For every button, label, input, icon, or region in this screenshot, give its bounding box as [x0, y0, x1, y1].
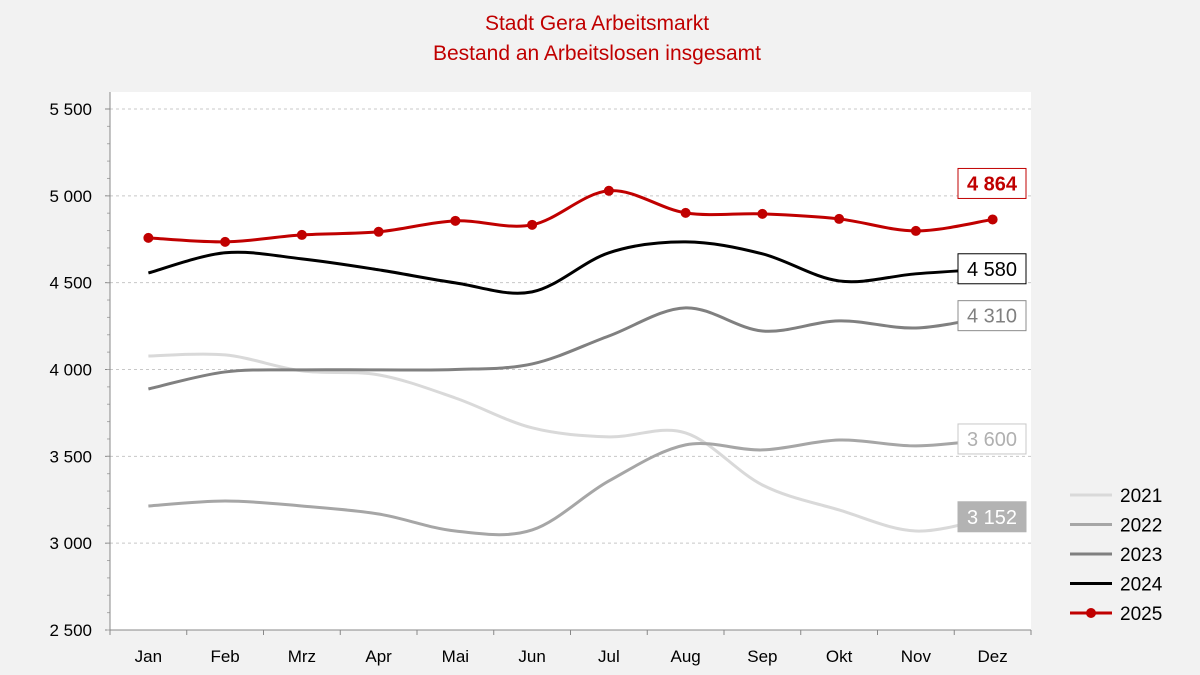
x-tick-label: Jan	[135, 647, 162, 666]
series-line-2023	[148, 306, 993, 391]
plot-area	[110, 92, 1031, 630]
end-label-box-2022	[957, 423, 1027, 455]
x-tick-label: Aug	[671, 647, 701, 666]
x-tick-label: Mrz	[288, 647, 316, 666]
end-label-2022: 3 600	[967, 429, 1017, 451]
x-tick-label: Mai	[442, 647, 469, 666]
x-tick-label: Jun	[518, 647, 545, 666]
end-label-box-2025	[957, 167, 1027, 199]
y-tick-label: 5 500	[49, 100, 92, 119]
data-point-2025	[603, 185, 614, 196]
data-point-2025	[680, 207, 691, 218]
y-tick-label: 3 000	[49, 534, 92, 553]
legend-label-2023: 2023	[1120, 545, 1162, 566]
data-point-2025	[987, 214, 998, 225]
y-tick-label: 4 500	[49, 274, 92, 293]
x-tick-label: Nov	[901, 647, 932, 666]
y-tick-label: 2 500	[49, 621, 92, 640]
legend-label-2021: 2021	[1120, 486, 1162, 507]
series-line-2024	[147, 240, 993, 295]
end-label-2021: 3 152	[967, 507, 1017, 529]
x-tick-label: Sep	[747, 647, 777, 666]
x-tick-label: Feb	[210, 647, 239, 666]
end-label-2023: 4 310	[967, 306, 1017, 328]
data-point-2025	[296, 229, 307, 240]
end-label-box-2023	[957, 300, 1027, 332]
data-point-2025	[373, 226, 384, 237]
series-line-2022	[148, 437, 993, 537]
y-tick-label: 3 500	[49, 447, 92, 466]
legend-label-2022: 2022	[1120, 516, 1162, 537]
chart-title-line-1: Stadt Gera Arbeitsmarkt	[485, 12, 709, 35]
chart-title-line-2: Bestand an Arbeitslosen insgesamt	[433, 42, 761, 65]
data-point-2025	[910, 225, 921, 236]
y-tick-label: 5 000	[49, 187, 92, 206]
legend-marker-2025	[1086, 608, 1096, 618]
end-label-box-2021	[957, 501, 1027, 533]
data-point-2025	[220, 236, 231, 247]
data-point-2025	[834, 213, 845, 224]
legend-label-2024: 2024	[1120, 575, 1163, 596]
x-tick-label: Dez	[978, 647, 1008, 666]
data-point-2025	[143, 232, 154, 243]
x-tick-label: Jul	[598, 647, 620, 666]
y-tick-label: 4 000	[49, 361, 92, 380]
end-label-2024: 4 580	[967, 259, 1017, 281]
end-label-box-2024	[957, 253, 1027, 285]
x-tick-label: Apr	[365, 647, 392, 666]
legend-label-2025: 2025	[1120, 604, 1162, 625]
end-label-2025: 4 864	[967, 173, 1018, 195]
data-point-2025	[527, 219, 538, 230]
data-point-2025	[757, 208, 768, 219]
x-tick-label: Okt	[826, 647, 853, 666]
data-point-2025	[450, 215, 461, 226]
